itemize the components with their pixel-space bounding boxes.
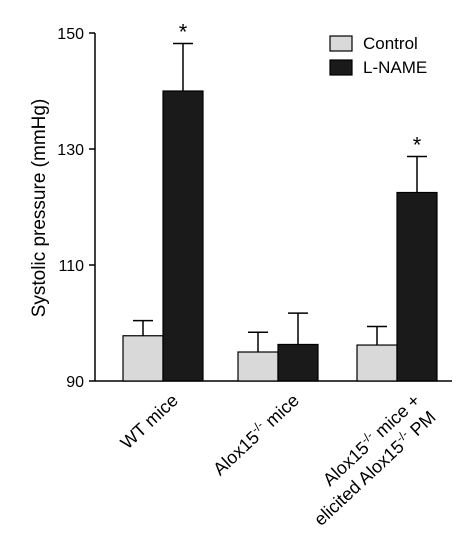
bars [122, 90, 438, 382]
bar-control [356, 344, 398, 382]
y-tick-label: 90 [66, 374, 84, 391]
y-tick-label: 110 [58, 258, 84, 275]
bar-l-name [277, 343, 319, 382]
bar-l-name [396, 191, 438, 382]
error-bars [133, 42, 427, 352]
category-label-line: WT mice [117, 390, 182, 453]
legend: Control L-NAME [329, 34, 427, 77]
legend-label: Control [363, 34, 418, 53]
category-label: WT mice [117, 390, 182, 453]
bar-l-name [162, 90, 204, 382]
category-label: Alox15-/-​ mice [208, 389, 303, 480]
y-tick-label: 150 [57, 26, 84, 43]
bar-control [122, 335, 164, 382]
bar-control [237, 351, 279, 382]
significance-star: * [179, 19, 188, 44]
category-label-line: Alox15-/-​ mice [208, 389, 303, 480]
legend-label: L-NAME [363, 58, 427, 77]
y-axis-title: Systolic pressure (mmHg) [29, 99, 50, 318]
legend-swatch [329, 35, 353, 52]
significance-star: * [413, 133, 422, 158]
category-label: Alox15-/-​ mice +elicited Alox15-/-​ PM [310, 390, 440, 529]
legend-swatch [329, 59, 353, 76]
y-axis: 90 110 130 150 [57, 26, 96, 391]
y-tick-label: 130 [57, 142, 84, 159]
significance-markers: ** [179, 19, 422, 157]
